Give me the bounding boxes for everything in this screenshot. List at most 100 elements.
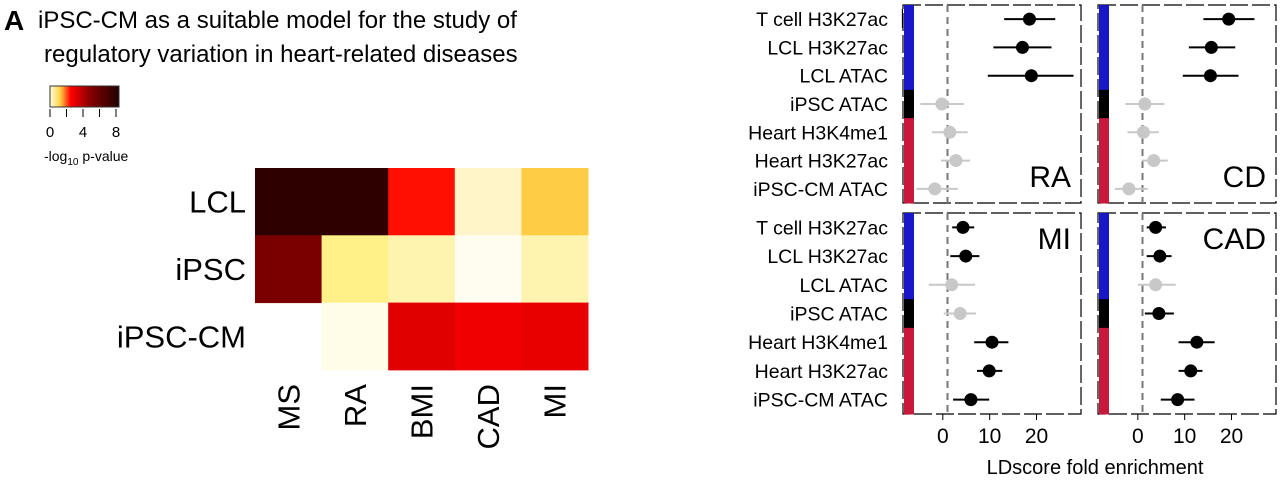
forest-panel-ra: T cell H3K27ac LCL H3K27ac LCL ATAC iPSC AT… [748,4,1082,204]
category-label: LCL ATAC [799,66,888,88]
heatmap-cell [388,168,456,236]
estimate-point [1022,12,1036,26]
category-label: Heart H3K4me1 [748,122,888,144]
heatmap-row-label: iPSC [175,252,246,287]
group-color-bar [904,327,914,358]
estimate-point [1153,249,1167,263]
heatmap-cell [454,302,522,371]
heatmap: LCL iPSC iPSC-CM MS RA BMI CAD MI [117,168,589,449]
category-label: T cell H3K27ac [756,217,888,239]
estimate-point [1122,182,1136,196]
x-axis-label: LDscore fold enrichment [987,457,1204,479]
category-label: LCL H3K27ac [767,246,888,268]
estimate-point [1190,335,1204,349]
panel-frame [1097,212,1277,415]
group-color-bar [1099,213,1109,243]
group-color-bar [904,89,914,119]
colorbar-tick-label: 4 [79,124,87,141]
estimate-point [945,278,959,292]
heatmap-col-label: RA [338,384,373,427]
category-label: Heart H3K4me1 [748,332,888,354]
panel-a-letter: A [4,5,24,36]
heatmap-cell [321,302,389,371]
group-color-bar [1099,270,1109,300]
group-color-bar [1099,33,1109,63]
group-color-bar [904,213,914,243]
category-label: Heart H3K27ac [755,151,889,173]
group-color-bar [904,146,914,176]
group-color-bar [1099,61,1109,91]
estimate-point [982,364,996,378]
group-color-bar [904,5,914,34]
heatmap-cell [521,235,589,304]
heatmap-cell [454,168,522,236]
forest-plots: T cell H3K27ac LCL H3K27ac LCL ATAC iPSC AT… [748,4,1277,448]
estimate-point [953,307,967,320]
colorbar [49,85,120,108]
group-color-bar [1099,5,1109,34]
panel-frame [902,212,1082,415]
category-label: LCL ATAC [799,275,888,297]
category-label: LCL H3K27ac [767,37,888,59]
forest-panel-cad: CAD 0 10 20 [1097,212,1277,448]
heatmap-cell [521,302,589,371]
estimate-point [1149,220,1163,234]
panel-a-title-line1: iPSC-CM as a suitable model for the stud… [38,7,517,34]
estimate-point [1203,69,1217,83]
category-label: iPSC-CM ATAC [753,179,888,201]
heatmap-col-label: MS [271,384,306,431]
estimate-point [1138,97,1152,111]
estimate-point [1171,393,1185,407]
estimate-point [1015,40,1029,54]
heatmap-cell [388,235,456,304]
estimate-point [949,154,963,168]
category-label: iPSC ATAC [790,304,888,326]
heatmap-cell [521,168,589,236]
estimate-point [1184,364,1198,378]
group-color-bar [904,33,914,63]
heatmap-cell [321,168,389,236]
heatmap-cell [255,235,323,304]
estimate-point [959,249,973,263]
group-color-bar [1099,356,1109,386]
group-color-bar [1099,327,1109,358]
estimate-point [956,220,970,234]
heatmap-cell [454,235,522,304]
category-label: iPSC-CM ATAC [753,390,888,412]
colorbar-legend: 0 4 8 -log10 p-value [44,85,129,168]
estimate-point [1152,307,1166,320]
panel-title: MI [1038,223,1071,256]
forest-panel-cd: CD [1097,4,1277,204]
group-color-bar [1099,299,1109,329]
x-tick-label: 0 [937,425,949,448]
heatmap-col-label: CAD [471,384,506,449]
estimate-point [943,125,957,139]
group-color-bar [904,241,914,271]
estimate-point [1024,69,1038,83]
heatmap-col-label: MI [538,384,573,418]
panel-title: CAD [1203,223,1266,256]
estimate-point [1136,125,1150,139]
group-color-bar [1099,146,1109,176]
x-tick-label: 20 [1025,425,1048,448]
group-color-bar [1099,89,1109,119]
panel-a-title-line2: regulatory variation in heart-related di… [44,41,518,68]
estimate-point [1222,12,1236,26]
estimate-point [964,393,978,407]
x-tick-label: 10 [1173,425,1196,448]
group-color-bar [1099,174,1109,204]
x-tick-label: 20 [1220,425,1243,448]
group-color-bar [904,61,914,91]
forest-panel-mi: T cell H3K27ac LCL H3K27ac LCL ATAC iPSC AT… [748,212,1082,448]
group-color-bar [904,356,914,386]
estimate-point [1149,278,1163,292]
heatmap-row-label: iPSC-CM [117,319,246,354]
heatmap-cell [388,302,456,371]
heatmap-row-label: LCL [189,185,246,220]
colorbar-tick-label: 8 [112,124,120,141]
estimate-point [1204,40,1218,54]
category-label: T cell H3K27ac [756,9,888,31]
x-tick-label: 10 [978,425,1001,448]
estimate-point [935,97,949,111]
